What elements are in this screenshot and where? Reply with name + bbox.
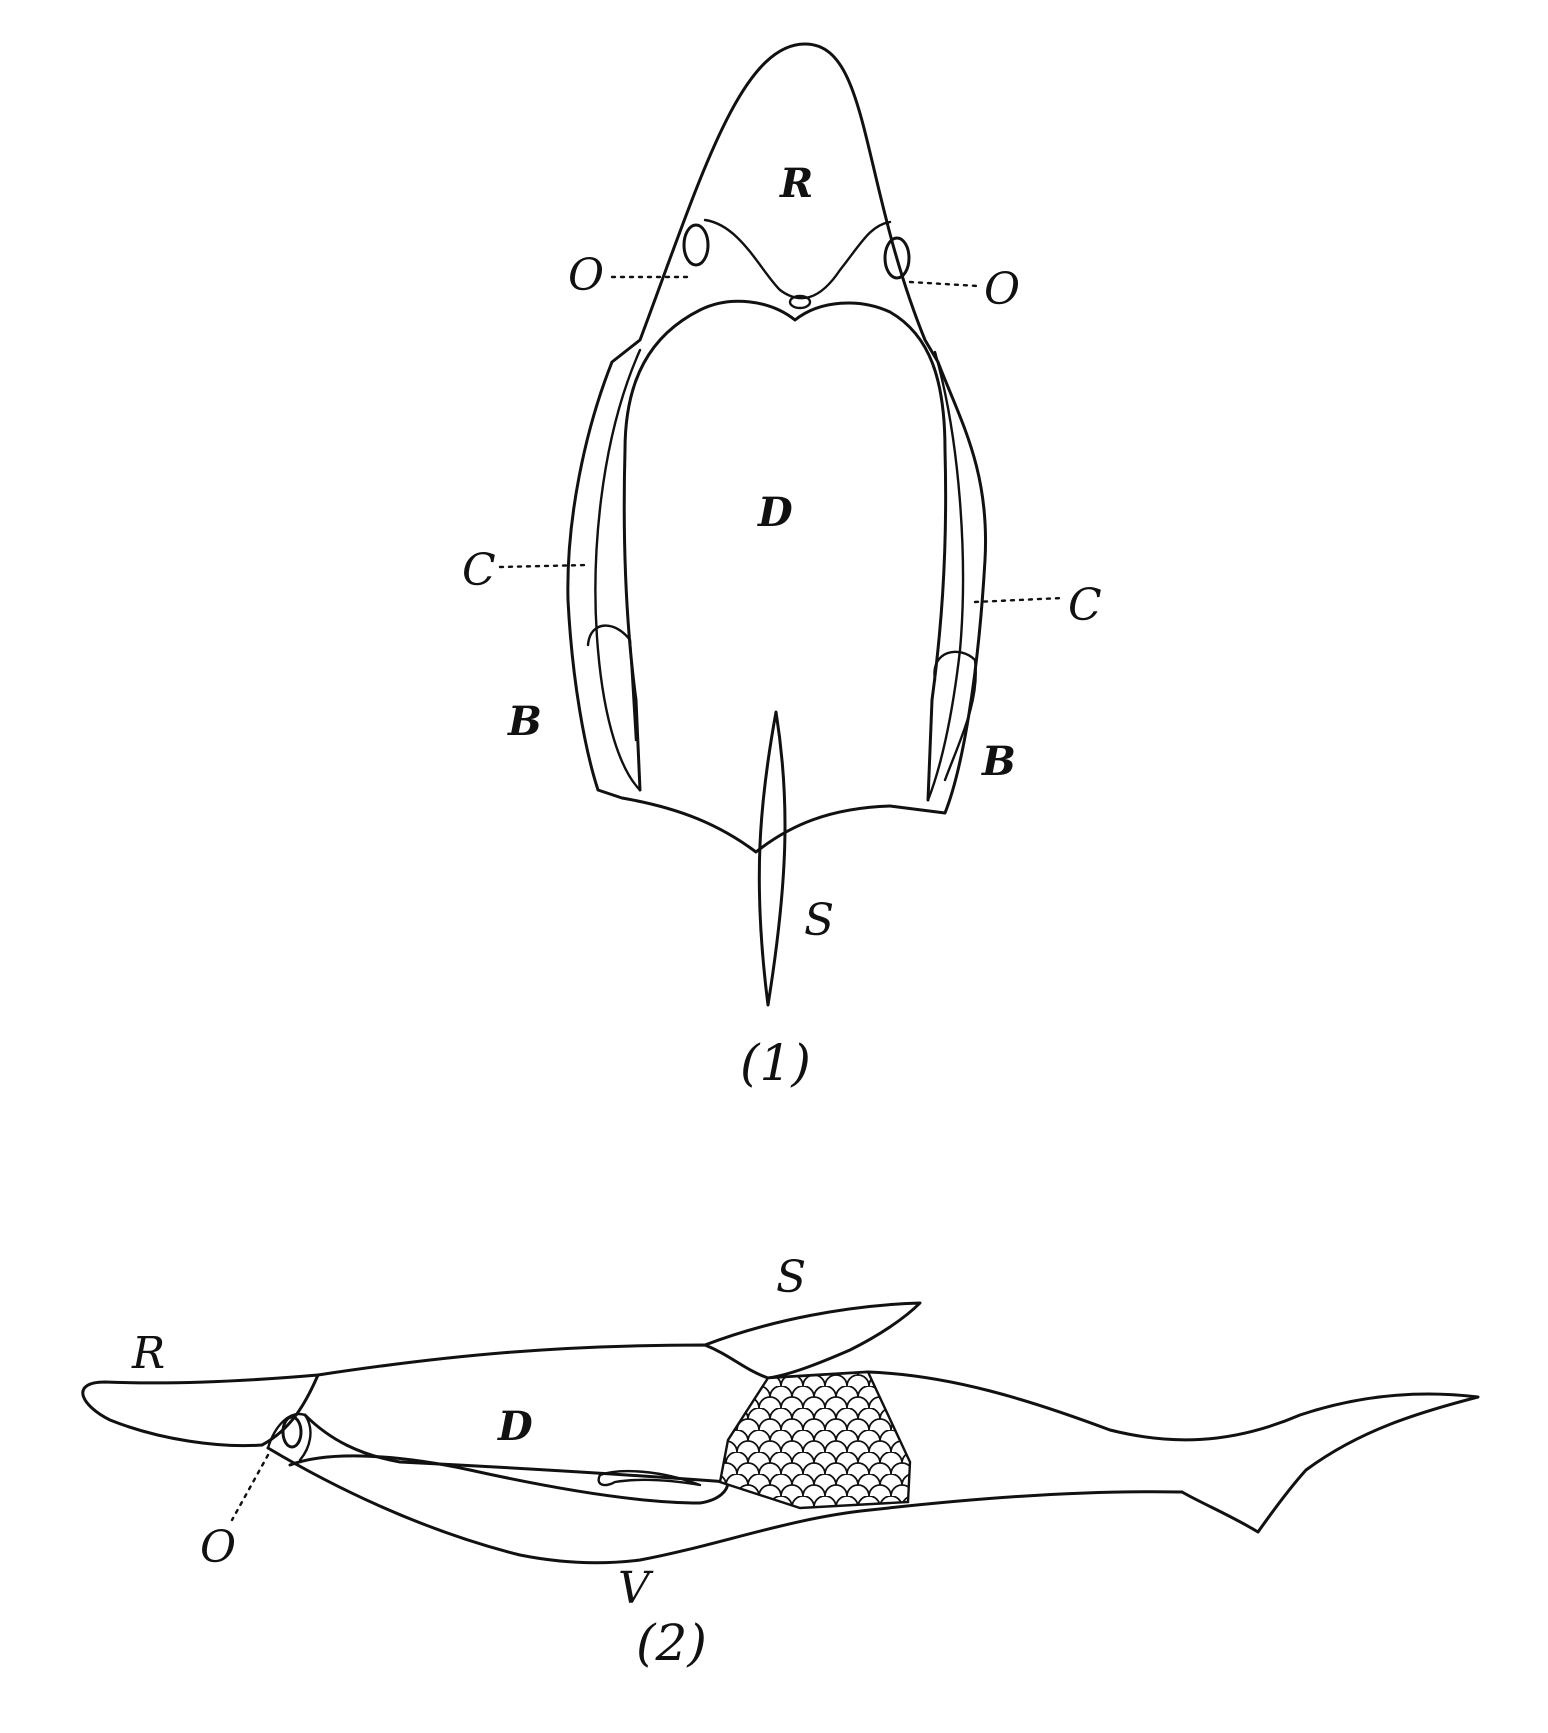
fig1-rostrum-curve: [703, 218, 892, 300]
fig2-disc-lower: [303, 1413, 730, 1484]
fig2-dorsal-spine: [703, 1301, 922, 1380]
fig1-leader-o-right: [908, 280, 980, 288]
fig2-leader-o: [230, 1453, 270, 1522]
fig1-opening-left: [682, 223, 710, 267]
fig2-caption: (2): [636, 1614, 707, 1672]
figure-1-dorsal-view: R O O D C C B B S (1): [462, 42, 1102, 1092]
fig2-label-v: V: [618, 1563, 654, 1614]
fig1-opening-right: [883, 236, 911, 280]
fig1-label-d: D: [757, 489, 793, 536]
fig1-label-c-left: C: [462, 545, 496, 596]
fig1-disc-outline: [622, 299, 948, 802]
fig1-margin-right: [926, 350, 965, 802]
fig2-scale-patch: [718, 1370, 912, 1510]
fig1-central-pore: [788, 294, 812, 310]
fig1-hook-left: [586, 624, 638, 742]
fig1-hook-right: [933, 650, 977, 782]
fig1-label-o-left: O: [568, 250, 604, 301]
fig2-label-o: O: [200, 1522, 236, 1573]
fig2-fin-hook: [597, 1469, 702, 1487]
fig1-leader-c-left: [498, 563, 590, 569]
fig2-ventral-line: [266, 1446, 1184, 1565]
fig1-label-s: S: [804, 895, 834, 946]
fig2-lateral-fin: [288, 1454, 730, 1505]
fig1-body-outline: [566, 42, 988, 854]
fig2-opening: [281, 1415, 303, 1449]
fig2-rostrum: [81, 1373, 320, 1448]
fig2-dorsal-line: [316, 1343, 1480, 1534]
figure-2-lateral-view: R S D O V (2): [81, 1252, 1480, 1672]
fig2-label-d: D: [497, 1403, 533, 1450]
fig1-tail-spine: [757, 710, 787, 1007]
fig2-label-s: S: [776, 1252, 806, 1303]
fig1-label-c-right: C: [1068, 580, 1102, 631]
fig1-leader-c-right: [973, 596, 1064, 604]
fig2-label-r: R: [131, 1328, 165, 1379]
fig1-label-o-right: O: [984, 264, 1020, 315]
fig1-margin-left: [594, 348, 642, 792]
fig1-label-r: R: [779, 160, 813, 207]
fig1-label-b-left: B: [507, 698, 542, 745]
fig1-caption: (1): [740, 1034, 811, 1092]
fig1-label-b-right: B: [981, 738, 1016, 785]
